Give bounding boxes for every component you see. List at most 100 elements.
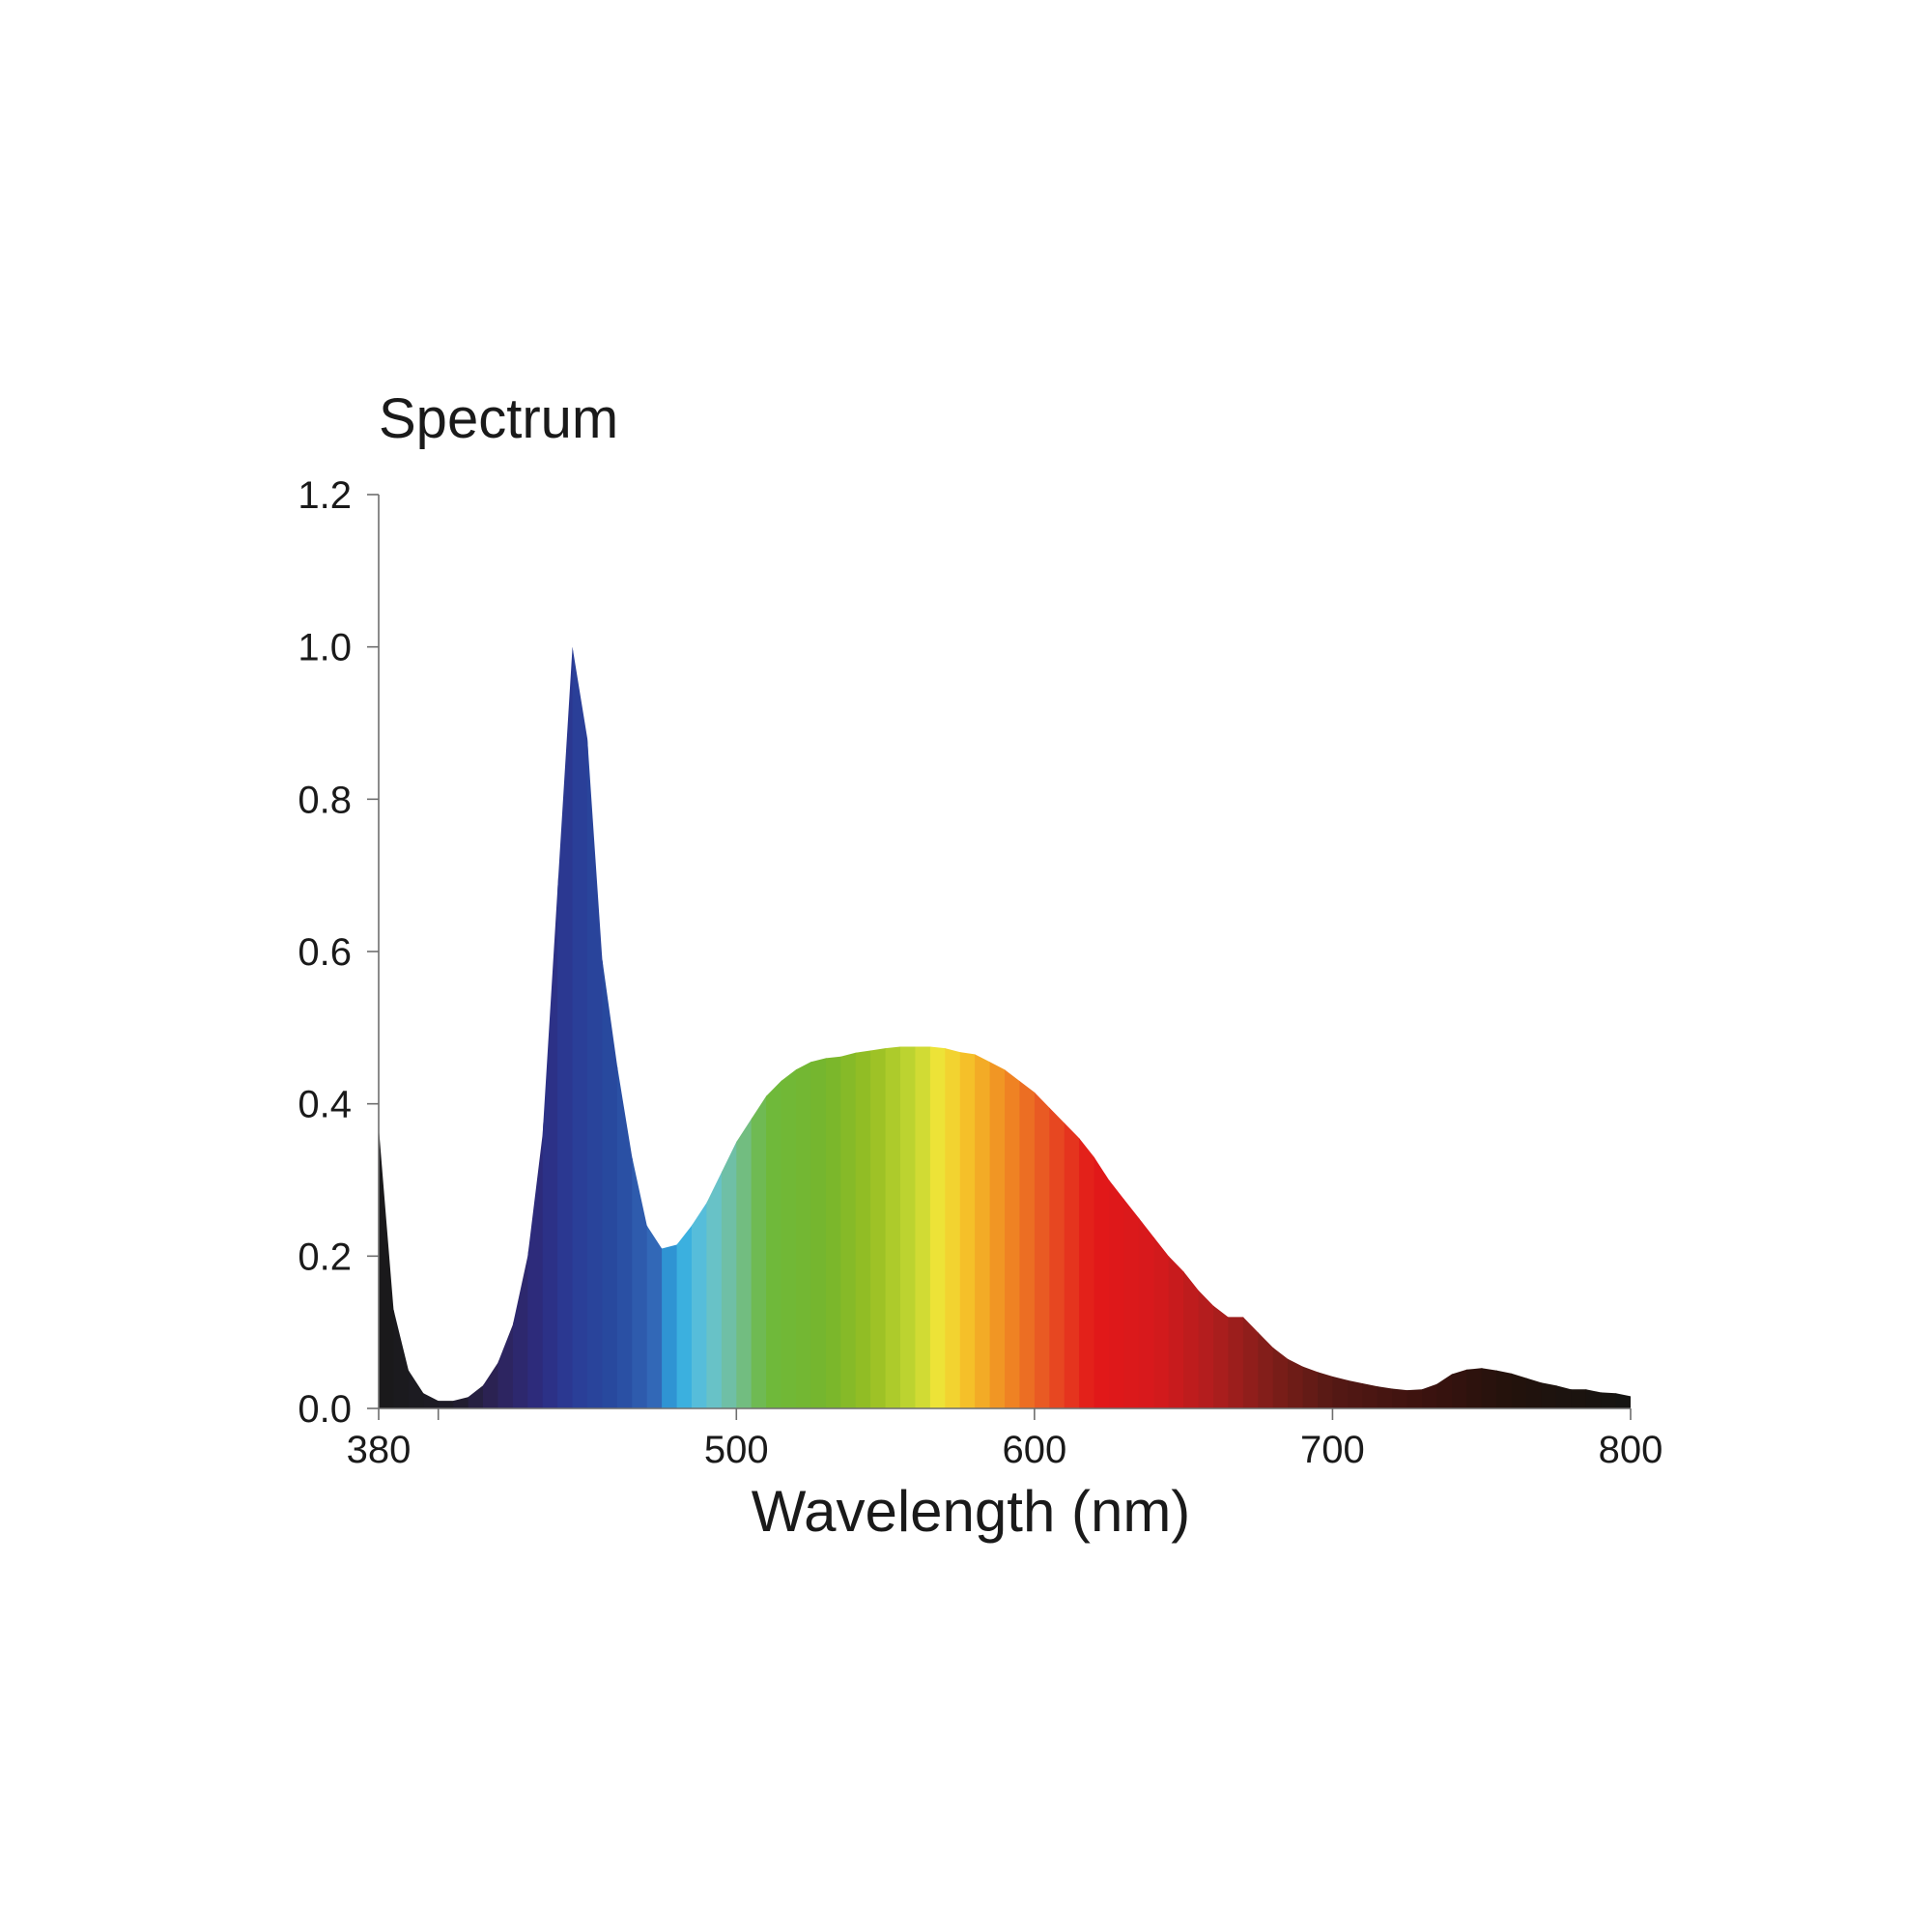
- x-tick-label: 800: [1599, 1429, 1663, 1471]
- spectrum-band: [632, 646, 648, 1408]
- spectrum-band: [1079, 646, 1095, 1408]
- spectrum-band: [1242, 646, 1260, 1408]
- spectrum-band: [721, 646, 738, 1408]
- spectrum-band: [646, 646, 663, 1408]
- x-tick-label: 600: [1002, 1429, 1066, 1471]
- spectrum-band: [1406, 646, 1423, 1408]
- spectrum-band: [870, 646, 887, 1408]
- spectrum-color-bands: [379, 646, 1631, 1408]
- spectrum-band: [393, 646, 410, 1408]
- spectrum-band: [1481, 646, 1497, 1408]
- spectrum-band: [1571, 646, 1587, 1408]
- spectrum-band: [1585, 646, 1602, 1408]
- spectrum-band: [379, 646, 395, 1408]
- spectrum-band: [1272, 646, 1289, 1408]
- y-tick-label: 0.8: [298, 779, 352, 821]
- spectrum-band: [900, 646, 917, 1408]
- spectrum-band: [1005, 646, 1021, 1408]
- spectrum-band: [1601, 646, 1617, 1408]
- spectrum-band: [453, 646, 469, 1408]
- y-tick-label: 1.2: [298, 474, 352, 517]
- spectrum-band: [751, 646, 767, 1408]
- spectrum-band: [1094, 646, 1110, 1408]
- spectrum-band: [929, 646, 947, 1408]
- spectrum-band: [1377, 646, 1393, 1408]
- spectrum-band: [1347, 646, 1364, 1408]
- x-axis-label: Wavelength (nm): [752, 1479, 1191, 1544]
- spectrum-band: [662, 646, 678, 1408]
- spectrum-band: [781, 646, 797, 1408]
- spectrum-band: [1422, 646, 1438, 1408]
- spectrum-band: [796, 646, 812, 1408]
- y-tick-label: 0.2: [298, 1236, 352, 1278]
- spectrum-band: [512, 646, 529, 1408]
- spectrum-band: [959, 646, 976, 1408]
- spectrum-band: [1183, 646, 1200, 1408]
- spectrum-band: [1541, 646, 1557, 1408]
- spectrum-band: [408, 646, 425, 1408]
- spectrum-band: [1288, 646, 1304, 1408]
- spectrum-band: [975, 646, 991, 1408]
- spectrum-band: [1228, 646, 1244, 1408]
- axes: 0.0 0.2 0.4 0.6 0.8 1.0 1.2 380 500 600 700 800: [298, 474, 1662, 1471]
- spectrum-band: [1466, 646, 1483, 1408]
- spectrum-band: [1109, 646, 1125, 1408]
- spectrum-band: [840, 646, 857, 1408]
- x-tick-label: 700: [1300, 1429, 1365, 1471]
- spectrum-band: [468, 646, 484, 1408]
- spectrum-band: [692, 646, 708, 1408]
- spectrum-band: [1168, 646, 1184, 1408]
- x-tick-label: 500: [704, 1429, 769, 1471]
- spectrum-band: [1019, 646, 1036, 1408]
- spectrum-band: [497, 646, 514, 1408]
- spectrum-band: [1555, 646, 1573, 1408]
- spectrum-band: [1436, 646, 1453, 1408]
- spectrum-band: [1615, 646, 1631, 1408]
- x-tick-label: 380: [347, 1429, 412, 1471]
- y-tick-label: 1.0: [298, 627, 352, 669]
- spectrum-band: [1332, 646, 1349, 1408]
- spectrum-band: [1034, 646, 1051, 1408]
- spectrum-band: [1198, 646, 1214, 1408]
- spectrum-band: [989, 646, 1006, 1408]
- spectrum-band: [945, 646, 961, 1408]
- spectrum-band: [527, 646, 544, 1408]
- spectrum-band: [1064, 646, 1080, 1408]
- spectrum-band: [855, 646, 871, 1408]
- spectrum-band: [736, 646, 753, 1408]
- spectrum-band: [1302, 646, 1319, 1408]
- spectrum-band: [1362, 646, 1378, 1408]
- spectrum-band: [1213, 646, 1230, 1408]
- spectrum-band: [602, 646, 618, 1408]
- spectrum-band: [825, 646, 842, 1408]
- spectrum-band: [616, 646, 634, 1408]
- y-tick-label: 0.6: [298, 931, 352, 974]
- spectrum-band: [1049, 646, 1065, 1408]
- spectrum-band: [1123, 646, 1140, 1408]
- y-tick-label: 0.4: [298, 1084, 352, 1126]
- spectrum-band: [1258, 646, 1274, 1408]
- spectrum-band: [1392, 646, 1408, 1408]
- spectrum-band: [766, 646, 782, 1408]
- spectrum-band: [1318, 646, 1334, 1408]
- spectrum-band: [438, 646, 454, 1408]
- spectrum-band: [1451, 646, 1468, 1408]
- spectrum-band: [423, 646, 440, 1408]
- spectrum-band: [1138, 646, 1155, 1408]
- spectrum-band: [483, 646, 499, 1408]
- spectrum-band: [1153, 646, 1170, 1408]
- y-tick-label: 0.0: [298, 1388, 352, 1431]
- spectrum-band: [587, 646, 604, 1408]
- spectrum-band: [885, 646, 901, 1408]
- spectrum-band: [542, 646, 558, 1408]
- spectrum-band: [676, 646, 693, 1408]
- spectrum-band: [1526, 646, 1543, 1408]
- spectrum-band: [915, 646, 931, 1408]
- spectrum-band: [572, 646, 588, 1408]
- spectrum-band: [706, 646, 723, 1408]
- spectrum-band: [1496, 646, 1513, 1408]
- spectrum-band: [1511, 646, 1527, 1408]
- chart-title: Spectrum: [379, 387, 618, 450]
- spectrum-band: [810, 646, 827, 1408]
